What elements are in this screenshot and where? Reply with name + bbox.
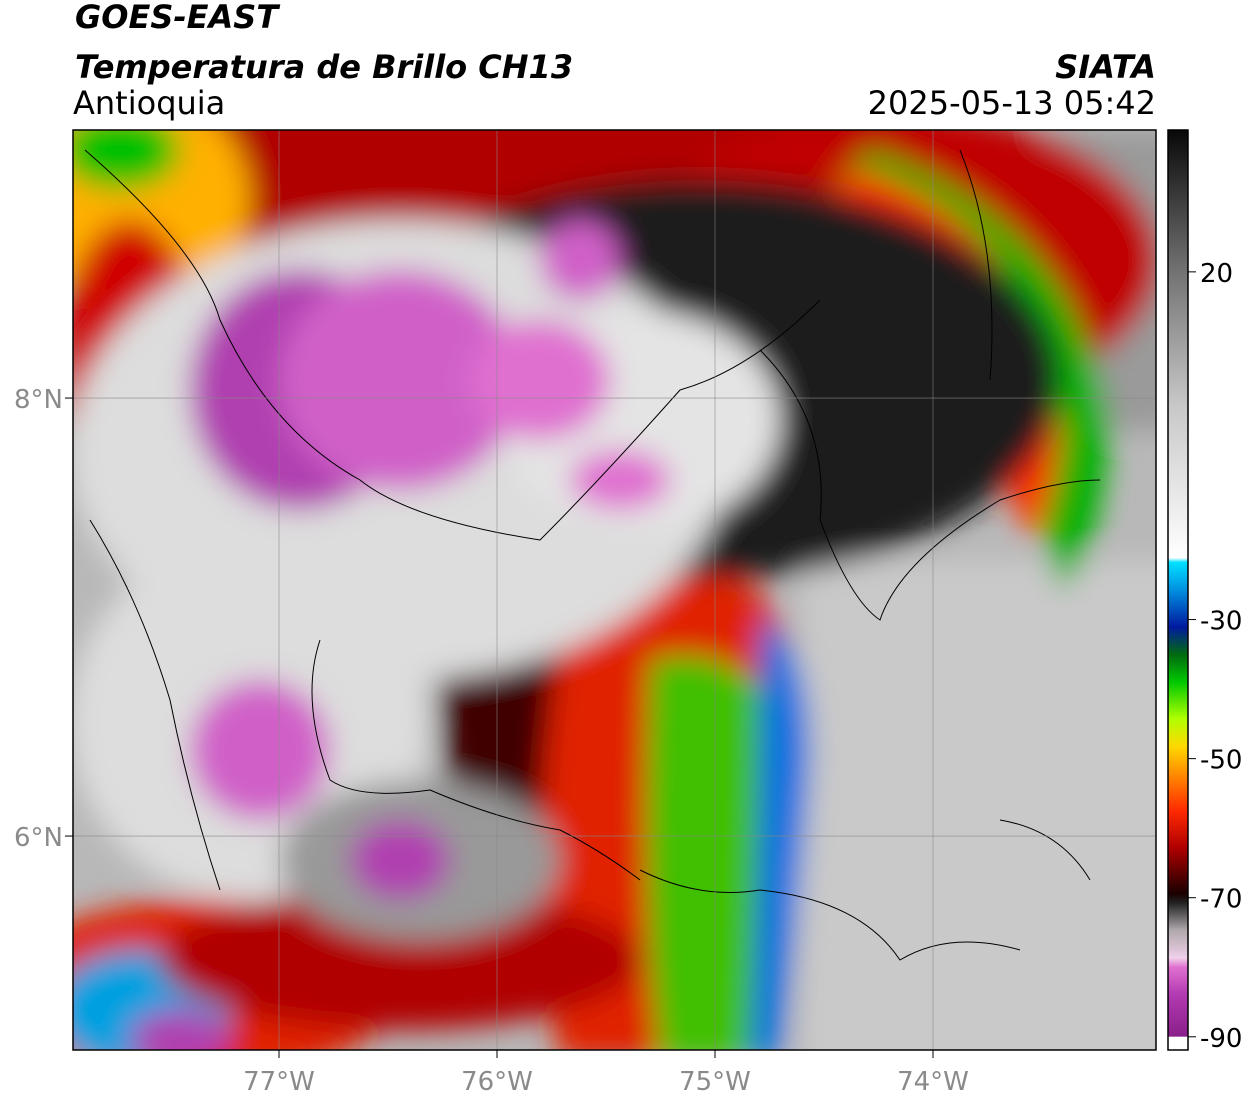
region: Antioquia — [73, 84, 225, 122]
x-tick-label: 77°W — [243, 1067, 315, 1097]
y-tick-label: 8°N — [14, 385, 63, 415]
colorbar-ticks: 20 -30 -50 -70 -90 — [1188, 259, 1242, 1054]
x-tick-label: 74°W — [897, 1067, 969, 1097]
colorbar — [1167, 129, 1189, 1051]
x-tick-label: 76°W — [461, 1067, 533, 1097]
colorbar-tick-label: -30 — [1200, 607, 1242, 637]
colorbar-tick-label: 20 — [1200, 259, 1233, 289]
x-tick-label: 75°W — [679, 1067, 751, 1097]
imagery — [73, 130, 1156, 1050]
y-tick-label: 6°N — [14, 823, 63, 853]
source: SIATA — [1055, 48, 1156, 86]
datetime: 2025-05-13 05:42 — [868, 84, 1156, 122]
colorbar-tick-label: -70 — [1200, 885, 1242, 915]
colorbar-tick-label: -50 — [1200, 746, 1242, 776]
colorbar-tick-label: -90 — [1200, 1024, 1242, 1054]
grid: 77°W 76°W 75°W 74°W 6°N 8°N — [14, 130, 1156, 1097]
map-frame — [72, 129, 1157, 1051]
title: GOES-EAST — [75, 0, 280, 36]
subtitle: Temperatura de Brillo CH13 — [75, 48, 573, 86]
